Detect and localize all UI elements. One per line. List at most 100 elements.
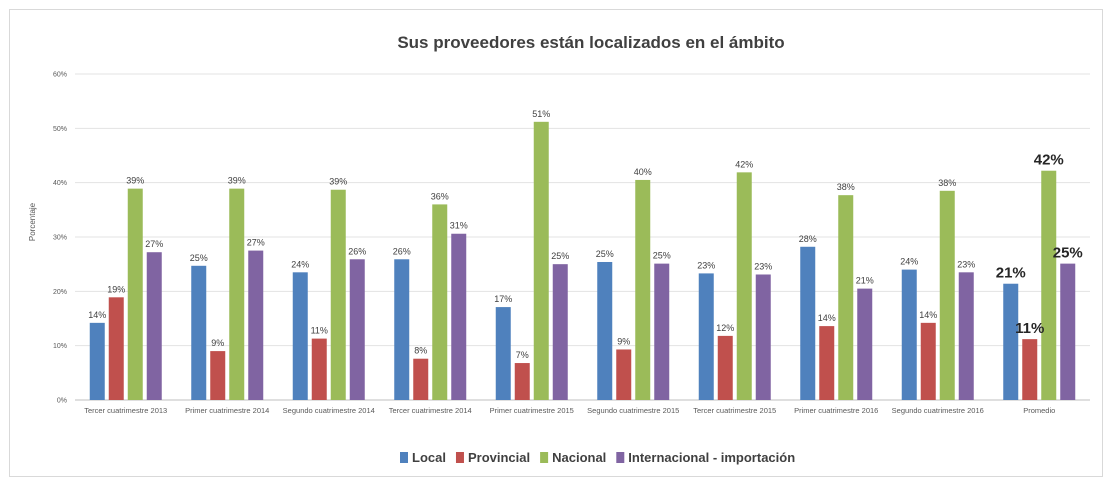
x-tick-label: Tercer cuatrimestre 2015: [693, 406, 776, 415]
data-label: 38%: [837, 182, 855, 192]
data-labels: 14% 19% 39% 27% 25% 9% 39% 27% 24% 11% 39% 26% 26% 8%…: [88, 109, 1083, 360]
data-label: 11%: [1015, 320, 1044, 337]
bar-local: [495, 307, 511, 400]
data-label: 23%: [697, 260, 715, 270]
bar-nacional: [127, 188, 143, 400]
bar-internacional: [958, 272, 974, 400]
legend-swatch: [455, 452, 464, 463]
data-label: 25%: [1053, 245, 1083, 262]
data-label: 8%: [414, 346, 427, 356]
data-label: 39%: [126, 176, 144, 186]
data-label: 31%: [450, 221, 468, 231]
bar-nacional: [1041, 170, 1057, 400]
data-label: 24%: [291, 259, 309, 269]
data-label: 25%: [190, 253, 208, 263]
y-tick-label: 60%: [53, 72, 67, 79]
bars: [89, 121, 1076, 401]
data-label: 25%: [551, 251, 569, 261]
bar-provincial: [311, 338, 327, 400]
bar-provincial: [1022, 339, 1038, 400]
data-label: 26%: [393, 246, 411, 256]
bar-local: [698, 273, 714, 400]
data-label: 40%: [634, 167, 652, 177]
bar-provincial: [616, 349, 632, 400]
bar-nacional: [635, 179, 651, 400]
legend-entry: Local: [412, 450, 446, 465]
data-label: 14%: [919, 310, 937, 320]
bar-nacional: [838, 195, 854, 400]
data-label: 39%: [228, 176, 246, 186]
data-label: 19%: [107, 284, 125, 294]
y-tick-label: 30%: [53, 235, 67, 242]
bar-internacional: [248, 250, 264, 400]
bar-local: [800, 246, 816, 400]
x-tick-label: Primer cuatrimestre 2014: [185, 406, 269, 415]
x-tick-label: Primer cuatrimestre 2016: [794, 406, 878, 415]
data-label: 27%: [145, 239, 163, 249]
legend-entry: Nacional: [552, 450, 606, 465]
data-label: 14%: [88, 310, 106, 320]
chart-title: Sus proveedores están localizados en el …: [397, 33, 784, 52]
bar-provincial: [108, 297, 124, 400]
bar-nacional: [533, 121, 549, 401]
data-label: 12%: [716, 323, 734, 333]
data-label: 36%: [431, 191, 449, 201]
x-tick-label: Segundo cuatrimestre 2015: [587, 406, 679, 415]
data-label: 26%: [348, 246, 366, 256]
data-label: 21%: [856, 276, 874, 286]
legend-swatch: [616, 452, 625, 463]
bar-local: [191, 265, 207, 400]
y-tick-label: 0%: [57, 398, 67, 405]
data-label: 25%: [653, 251, 671, 261]
data-label: 39%: [329, 177, 347, 187]
data-label: 17%: [494, 294, 512, 304]
bar-provincial: [514, 363, 530, 400]
y-tick-label: 10%: [53, 343, 67, 350]
bar-local: [292, 272, 308, 400]
bar-nacional: [229, 188, 245, 400]
x-tick-label: Segundo cuatrimestre 2014: [283, 406, 375, 415]
bar-internacional: [349, 259, 365, 400]
bar-local: [1003, 283, 1019, 400]
bar-internacional: [857, 288, 873, 400]
bar-provincial: [413, 358, 429, 400]
bar-internacional: [552, 264, 568, 400]
y-tick-label: 50%: [53, 126, 67, 133]
bar-provincial: [819, 326, 835, 400]
legend: Local Provincial Nacional Internacional - i…: [400, 450, 795, 465]
bar-nacional: [330, 189, 346, 400]
x-tick-label: Tercer cuatrimestre 2013: [84, 406, 167, 415]
y-axis-ticks: 0% 10% 20% 30% 40% 50% 60%: [53, 72, 67, 405]
bar-internacional: [451, 233, 467, 400]
data-label: 42%: [735, 159, 753, 169]
data-label: 11%: [311, 326, 328, 336]
bar-internacional: [1060, 263, 1076, 400]
data-label: 25%: [596, 249, 614, 259]
bar-internacional: [755, 274, 771, 400]
bar-local: [901, 269, 917, 400]
y-tick-label: 40%: [53, 180, 67, 187]
data-label: 27%: [247, 238, 265, 248]
bar-internacional: [654, 263, 670, 400]
data-label: 28%: [799, 234, 817, 244]
bar-nacional: [736, 172, 752, 400]
data-label: 42%: [1034, 152, 1064, 169]
x-axis-ticks: Tercer cuatrimestre 2013 Primer cuatrimes…: [84, 406, 1055, 415]
data-label: 14%: [818, 313, 836, 323]
bar-local: [89, 322, 105, 400]
legend-swatch: [400, 452, 408, 463]
data-label: 24%: [900, 257, 918, 267]
y-axis-label: Porcentaje: [28, 202, 37, 241]
x-tick-label: Segundo cuatrimestre 2016: [892, 406, 984, 415]
data-label: 9%: [211, 338, 224, 348]
bar-nacional: [939, 190, 955, 400]
bar-nacional: [432, 204, 448, 400]
gridlines: [75, 73, 1090, 401]
data-label: 9%: [617, 336, 630, 346]
y-tick-label: 20%: [53, 289, 67, 296]
data-label: 23%: [957, 259, 975, 269]
data-label: 7%: [516, 350, 529, 360]
bar-internacional: [146, 252, 162, 400]
bar-local: [394, 259, 410, 400]
